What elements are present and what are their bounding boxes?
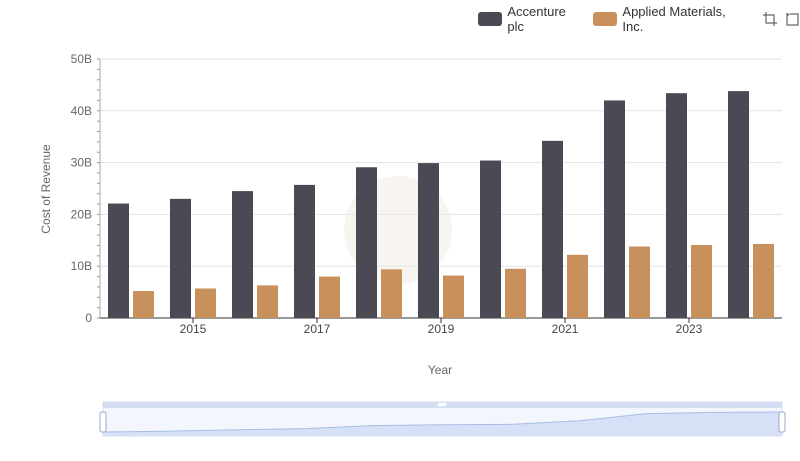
legend-label-applied-materials: Applied Materials, Inc. bbox=[622, 4, 726, 34]
legend-item-applied-materials[interactable]: Applied Materials, Inc. bbox=[593, 4, 747, 34]
bar-applied-materials[interactable] bbox=[257, 285, 278, 318]
legend-swatch-applied-materials bbox=[593, 12, 618, 26]
bar-accenture[interactable] bbox=[108, 203, 129, 318]
bar-applied-materials[interactable] bbox=[691, 244, 712, 318]
bar-accenture[interactable] bbox=[480, 160, 501, 318]
legend: Accenture plc Applied Materials, Inc. bbox=[478, 4, 800, 34]
y-tick-label: 0 bbox=[85, 311, 92, 325]
y-axis-title: Cost of Revenue bbox=[39, 144, 53, 234]
x-tick-label: 2017 bbox=[304, 322, 331, 336]
x-tick-label: 2015 bbox=[180, 322, 207, 336]
bar-accenture[interactable] bbox=[294, 184, 315, 318]
datazoom-overview-line bbox=[102, 411, 783, 433]
bar-accenture[interactable] bbox=[232, 191, 253, 318]
datazoom-overview-area bbox=[103, 412, 782, 436]
bar-accenture[interactable] bbox=[356, 167, 377, 318]
bar-applied-materials[interactable] bbox=[195, 288, 216, 318]
x-tick-label: 2021 bbox=[552, 322, 579, 336]
y-tick-label: 10B bbox=[71, 259, 92, 273]
y-tick-label: 20B bbox=[71, 207, 92, 221]
datazoom-handle-left[interactable] bbox=[99, 411, 107, 433]
datazoom-grip[interactable] bbox=[438, 403, 446, 406]
bar-accenture[interactable] bbox=[542, 140, 563, 318]
y-tick-label: 30B bbox=[71, 156, 92, 170]
bar-applied-materials[interactable] bbox=[319, 276, 340, 318]
datazoom-handle-right[interactable] bbox=[778, 411, 786, 433]
bar-applied-materials[interactable] bbox=[505, 268, 526, 318]
x-tick-label: 2023 bbox=[676, 322, 703, 336]
legend-item-accenture[interactable]: Accenture plc bbox=[478, 4, 584, 34]
bar-accenture[interactable] bbox=[604, 100, 625, 318]
x-axis-title: Year bbox=[428, 363, 452, 377]
y-tick-label: 40B bbox=[71, 104, 92, 118]
bar-applied-materials[interactable] bbox=[443, 275, 464, 318]
bar-applied-materials[interactable] bbox=[753, 243, 774, 318]
bar-applied-materials[interactable] bbox=[567, 254, 588, 318]
bar-accenture[interactable] bbox=[170, 198, 191, 318]
bar-accenture[interactable] bbox=[666, 93, 687, 318]
bar-applied-materials[interactable] bbox=[133, 291, 154, 318]
restore-icon[interactable] bbox=[784, 11, 800, 27]
zoom-icon[interactable] bbox=[762, 11, 778, 27]
legend-swatch-accenture bbox=[478, 12, 503, 26]
bar-applied-materials[interactable] bbox=[629, 246, 650, 318]
bar-accenture[interactable] bbox=[728, 91, 749, 318]
legend-label-accenture: Accenture plc bbox=[507, 4, 566, 34]
bar-applied-materials[interactable] bbox=[381, 269, 402, 318]
x-tick-label: 2019 bbox=[428, 322, 455, 336]
y-tick-label: 50B bbox=[71, 52, 92, 66]
bar-accenture[interactable] bbox=[418, 163, 439, 318]
